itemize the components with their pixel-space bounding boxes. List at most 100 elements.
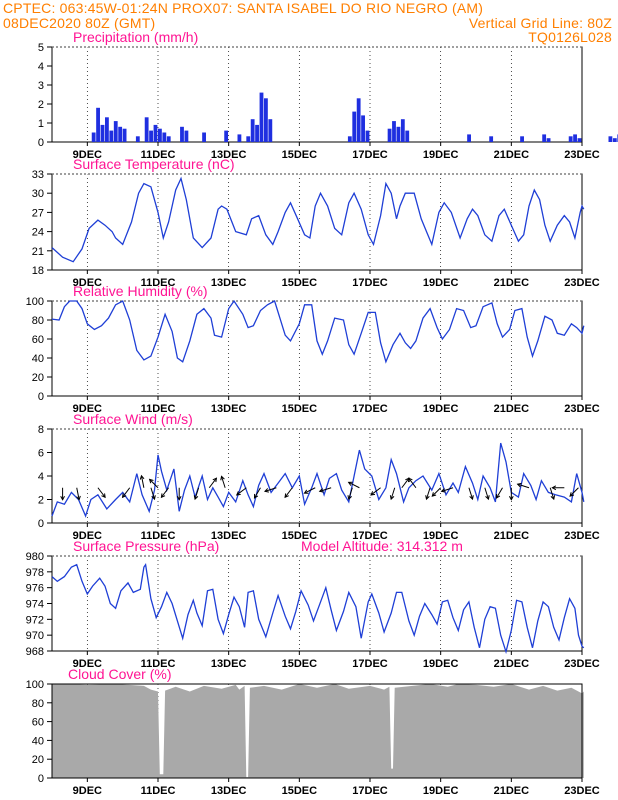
x-tick-label: 11DEC — [141, 149, 176, 161]
y-tick-label: 30 — [32, 188, 44, 200]
wind-arrow-shaft — [122, 487, 131, 498]
precip-bar — [520, 136, 524, 142]
precip-bar — [405, 130, 410, 142]
y-tick-label: 80 — [32, 315, 44, 327]
wind-arrow-head — [121, 493, 127, 499]
wind-arrow-head — [60, 496, 65, 501]
x-tick-label: 17DEC — [352, 658, 388, 670]
x-tick-label: 17DEC — [352, 277, 388, 289]
x-tick-label: 19DEC — [423, 785, 459, 797]
precip-bar — [91, 132, 96, 142]
y-tick-label: 21 — [32, 246, 44, 258]
wind-arrow-shaft — [160, 487, 170, 498]
wind-arrow-head — [76, 495, 81, 501]
y-tick-label: 60 — [32, 717, 44, 729]
y-tick-label: 20 — [32, 754, 44, 766]
y-tick-label: 27 — [32, 207, 44, 219]
precip-bar — [250, 119, 255, 142]
wind-arrow-head — [508, 496, 514, 501]
x-tick-label: 11DEC — [141, 277, 176, 289]
precip-bar — [608, 136, 613, 142]
plot-frame — [51, 300, 583, 397]
precip-bar — [573, 134, 577, 142]
x-tick-label: 15DEC — [282, 530, 318, 542]
precip-bar — [356, 98, 361, 142]
precip-bars — [91, 92, 618, 142]
x-tick-label: 15DEC — [282, 658, 318, 670]
y-tick-label: 970 — [26, 630, 44, 642]
y-tick-label: 2 — [38, 99, 44, 111]
wind-arrow-shaft — [401, 477, 410, 489]
precip-bar — [158, 128, 162, 142]
y-tick-label: 40 — [32, 353, 44, 365]
precip-bar — [246, 136, 251, 142]
x-tick-label: 17DEC — [352, 785, 388, 797]
wind-arrow-head — [212, 477, 218, 483]
x-tick-label: 13DEC — [211, 785, 247, 797]
y-tick-label: 980 — [26, 551, 44, 563]
y-tick-label: 100 — [26, 296, 44, 308]
precip-bar — [144, 117, 149, 142]
precip-bar — [149, 130, 153, 142]
wind-arrow-shaft — [254, 487, 261, 499]
wind-arrows — [60, 474, 579, 501]
x-tick-label: 23DEC — [564, 403, 600, 415]
y-tick-label: 976 — [26, 583, 44, 595]
wind-arrow-head — [370, 491, 376, 496]
precip-bar — [180, 126, 184, 142]
wind-arrow-head — [485, 495, 490, 501]
plot-frame — [51, 555, 583, 652]
chart-header: CPTEC: 063:45W-01:24N PROX07: SANTA ISAB… — [0, 0, 618, 45]
precip-bar — [122, 128, 127, 142]
panel-title: Precipitation (mm/h) — [73, 29, 198, 45]
wind-arrow-head — [389, 495, 395, 501]
wind-arrow-head — [431, 492, 437, 497]
wind-arrow-shaft — [569, 487, 579, 497]
y-tick-label: 24 — [32, 227, 44, 239]
x-tick-label: 21DEC — [494, 149, 530, 161]
precip-bar — [392, 121, 396, 142]
x-tick-label: 21DEC — [494, 277, 530, 289]
precip-bar — [118, 126, 123, 142]
series-line — [51, 563, 585, 655]
wind-arrow-shaft — [549, 487, 555, 500]
wind-arrow-shaft — [97, 487, 106, 498]
wind-arrow-head — [253, 493, 259, 499]
precip-bar — [612, 138, 617, 142]
y-tick-label: 80 — [32, 698, 44, 710]
wind-arrow-head — [551, 485, 557, 491]
x-tick-label: 19DEC — [423, 149, 459, 161]
y-tick-label: 2 — [38, 495, 44, 507]
x-tick-label: 23DEC — [564, 658, 600, 670]
wind-arrow-head — [569, 492, 575, 497]
wind-arrow-shaft — [484, 487, 489, 500]
wind-arrow-shaft — [304, 487, 316, 494]
wind-arrow-head — [193, 495, 199, 501]
series-line — [51, 176, 585, 263]
wind-arrow-head — [516, 482, 522, 488]
x-tick-label: 9DEC — [73, 530, 102, 542]
y-tick-label: 20 — [32, 372, 44, 384]
cloud-area — [52, 684, 584, 778]
plot-frame — [51, 46, 583, 143]
y-tick-label: 100 — [26, 679, 44, 691]
precip-bar — [184, 130, 189, 142]
x-tick-label: 19DEC — [423, 530, 459, 542]
precip-bar — [467, 134, 471, 142]
wind-arrow-head — [284, 493, 289, 499]
y-tick-label: 974 — [26, 599, 44, 611]
x-tick-label: 13DEC — [211, 149, 247, 161]
wind-arrow-shaft — [236, 487, 247, 496]
wind-arrow-head — [440, 488, 446, 493]
x-tick-label: 23DEC — [564, 277, 600, 289]
wind-arrow-head — [347, 495, 352, 501]
precip-bar — [400, 119, 405, 142]
precip-bar — [100, 124, 105, 142]
y-tick-label: 18 — [32, 265, 44, 277]
y-tick-label: 972 — [26, 614, 44, 626]
y-tick-label: 5 — [38, 42, 44, 54]
x-tick-label: 19DEC — [423, 277, 459, 289]
x-tick-label: 15DEC — [282, 277, 318, 289]
wind-arrow-shaft — [468, 487, 474, 500]
